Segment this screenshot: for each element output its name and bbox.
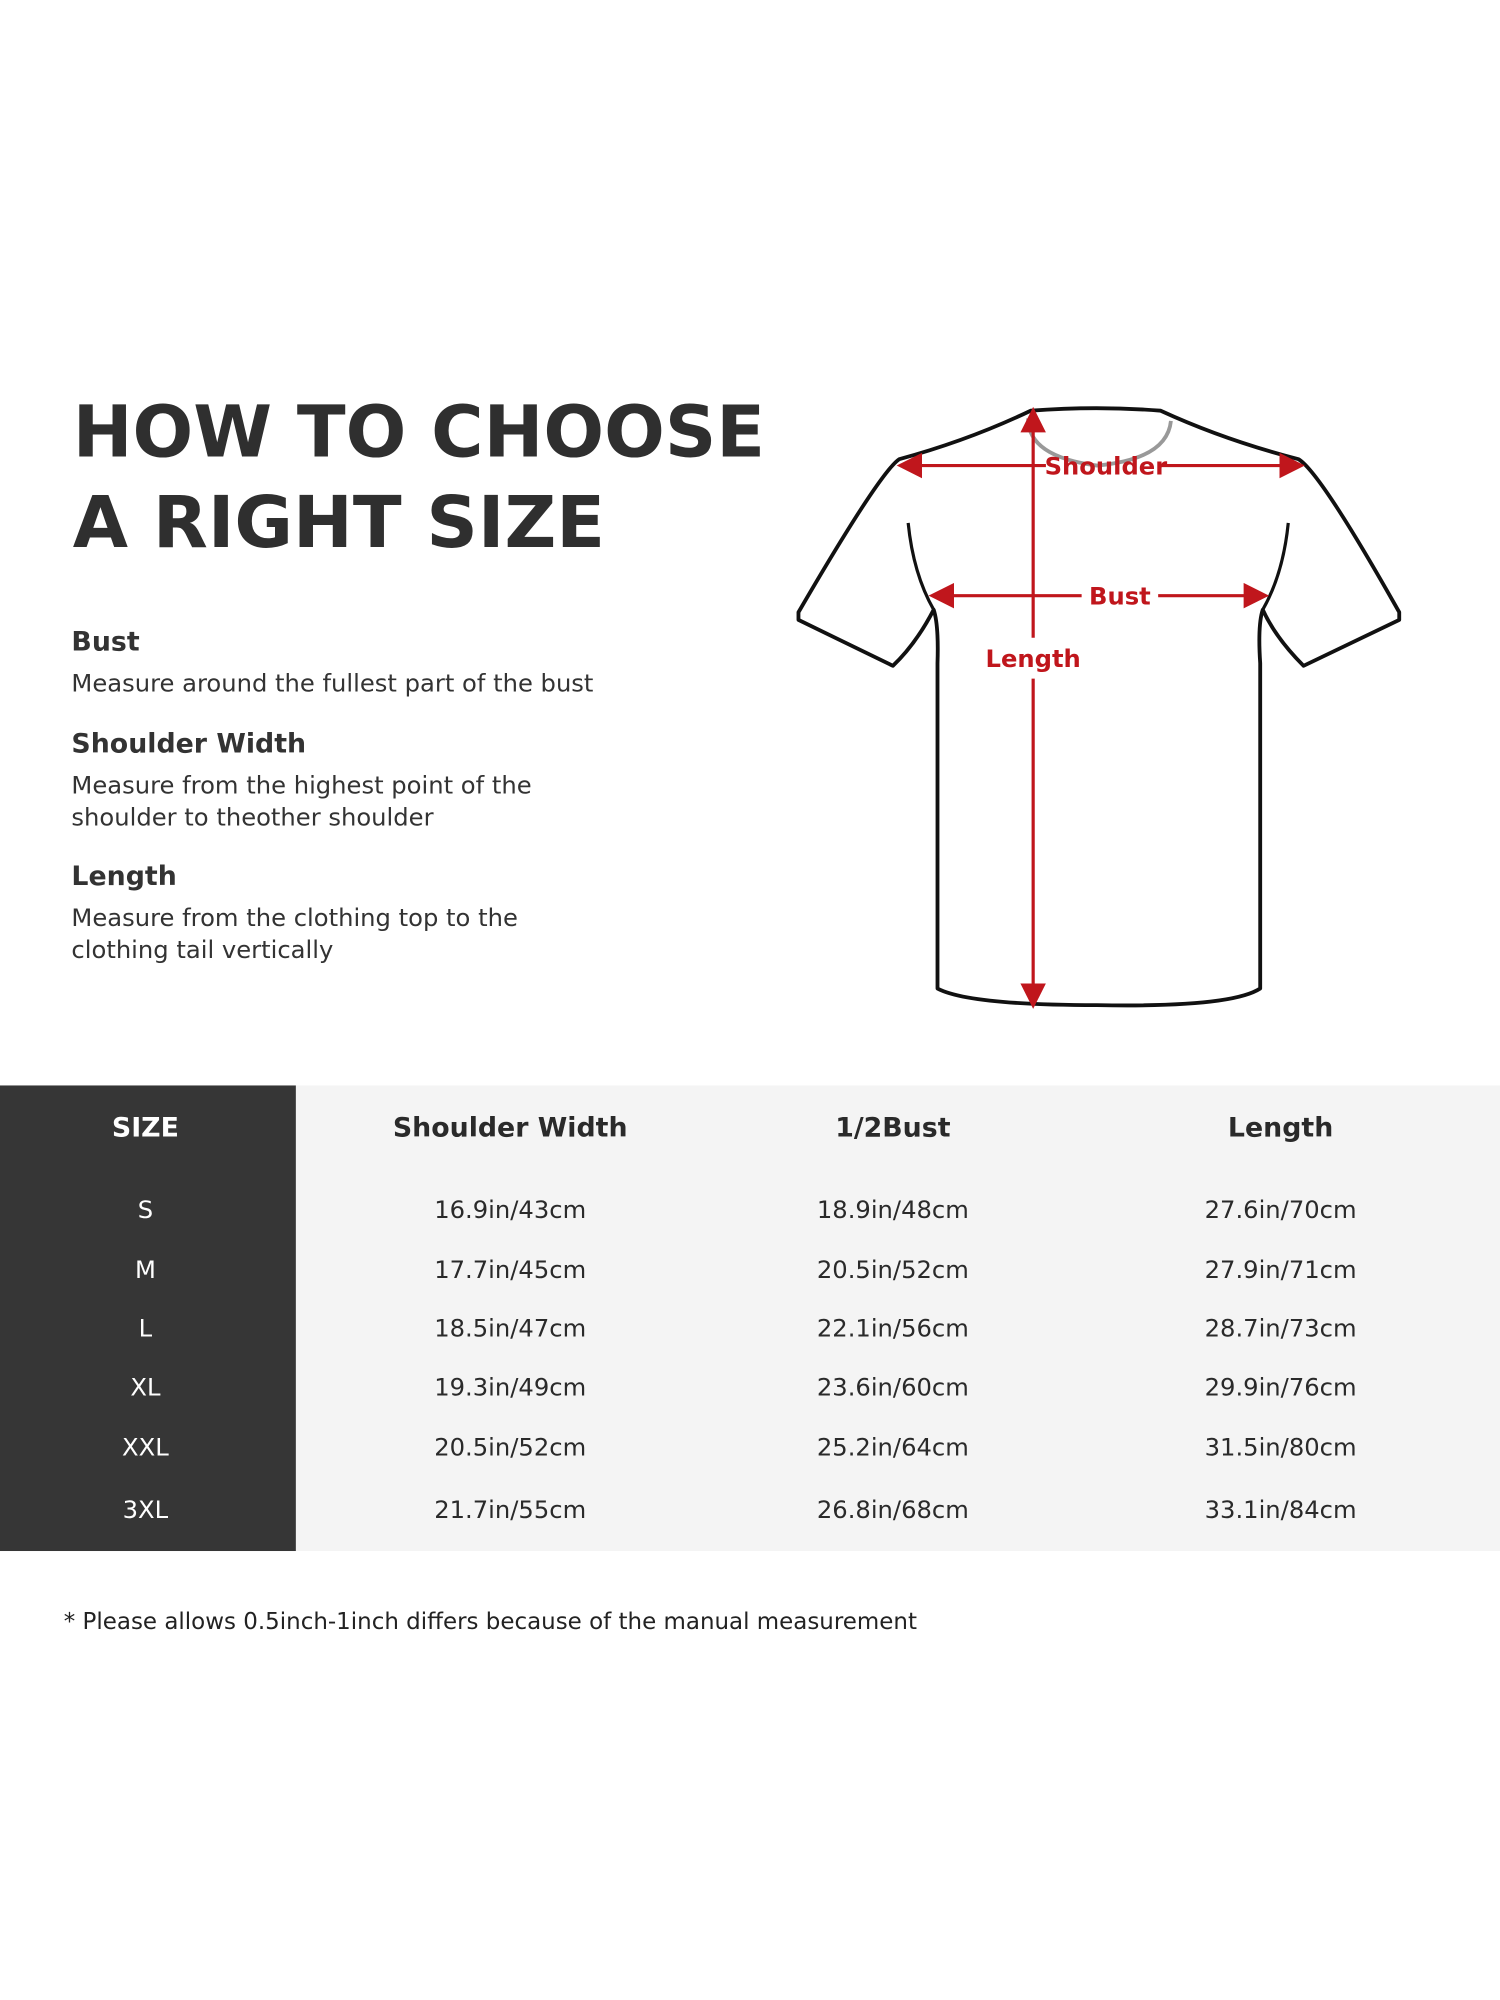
tshirt-outline	[796, 406, 1402, 1008]
size-table-bg	[295, 1085, 1500, 1552]
table-cell: 23.6in/60cm	[816, 1373, 969, 1402]
tshirt-collar	[1026, 418, 1173, 468]
table-cell: 26.8in/68cm	[816, 1496, 969, 1525]
table-cell: 31.5in/80cm	[1204, 1433, 1357, 1462]
table-cell: 20.5in/52cm	[816, 1256, 969, 1285]
table-cell: 28.7in/73cm	[1204, 1315, 1357, 1344]
page-title-line2: A RIGHT SIZE	[72, 482, 606, 566]
guide-desc-length-2: clothing tail vertically	[71, 936, 334, 965]
table-cell: 16.9in/43cm	[434, 1196, 587, 1225]
guide-heading-shoulder: Shoulder Width	[71, 728, 307, 759]
table-cell: 17.7in/45cm	[434, 1256, 587, 1285]
size-column-bg	[0, 1085, 296, 1552]
table-cell: 29.9in/76cm	[1204, 1373, 1357, 1402]
column-header: 1/2Bust	[835, 1112, 951, 1143]
guide-heading-bust: Bust	[71, 626, 140, 657]
size-label: XXL	[122, 1433, 169, 1462]
column-header: SIZE	[111, 1112, 179, 1143]
table-cell: 19.3in/49cm	[434, 1373, 587, 1402]
table-cell: 20.5in/52cm	[434, 1433, 587, 1462]
shoulder-label: Shoulder	[1045, 452, 1168, 480]
guide-desc-length-1: Measure from the clothing top to the	[71, 904, 518, 933]
column-header: Length	[1227, 1112, 1334, 1143]
guide-desc-shoulder-2: shoulder to theother shoulder	[71, 803, 434, 832]
size-label: 3XL	[122, 1496, 169, 1525]
table-cell: 25.2in/64cm	[816, 1433, 969, 1462]
size-label: XL	[130, 1373, 161, 1402]
table-cell: 22.1in/56cm	[816, 1315, 969, 1344]
footnote: * Please allows 0.5inch-1inch differs be…	[63, 1608, 917, 1636]
table-cell: 18.9in/48cm	[816, 1196, 969, 1225]
page-title-line1: HOW TO CHOOSE	[72, 391, 766, 475]
size-label: M	[134, 1256, 156, 1285]
size-label: S	[137, 1196, 154, 1225]
table-cell: 21.7in/55cm	[434, 1496, 587, 1525]
table-cell: 27.9in/71cm	[1204, 1256, 1357, 1285]
table-cell: 33.1in/84cm	[1204, 1496, 1357, 1525]
table-cell: 27.6in/70cm	[1204, 1196, 1357, 1225]
size-label: L	[138, 1315, 153, 1344]
length-label: Length	[986, 645, 1081, 673]
guide-desc-bust: Measure around the fullest part of the b…	[71, 669, 594, 698]
column-header: Shoulder Width	[392, 1112, 628, 1143]
guide-desc-shoulder-1: Measure from the highest point of the	[71, 771, 532, 800]
guide-heading-length: Length	[71, 860, 177, 892]
bust-label: Bust	[1089, 583, 1151, 611]
tshirt-diagram: Shoulder Bust Length	[796, 406, 1402, 1009]
table-cell: 18.5in/47cm	[434, 1315, 587, 1344]
